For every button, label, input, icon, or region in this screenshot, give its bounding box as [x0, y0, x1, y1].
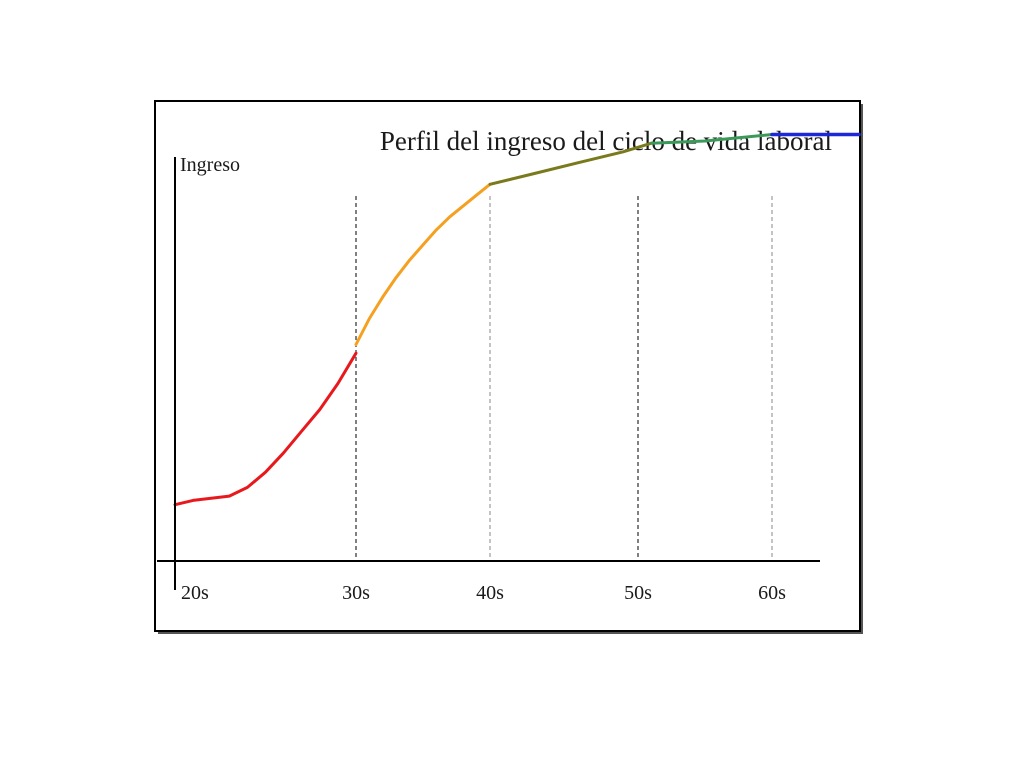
grid-lines: [355, 196, 773, 561]
y-axis-label: Ingreso: [180, 154, 240, 176]
chart-frame: [154, 100, 861, 632]
series-line-1: [173, 351, 358, 507]
series-line-3: [488, 141, 653, 186]
x-tick-label: 60s: [758, 582, 786, 604]
x-tick-label: 30s: [342, 582, 370, 604]
x-tick-label: 20s: [181, 582, 209, 604]
series-line-4: [649, 133, 774, 145]
chart-title: Perfil del ingreso del ciclo de vida lab…: [380, 126, 832, 156]
x-tick-labels: 20s 30s 40s 50s 60s: [181, 582, 786, 604]
series-lines: [173, 132, 861, 507]
x-tick-label: 50s: [624, 582, 652, 604]
x-tick-label: 40s: [476, 582, 504, 604]
series-line-2: [354, 182, 492, 346]
